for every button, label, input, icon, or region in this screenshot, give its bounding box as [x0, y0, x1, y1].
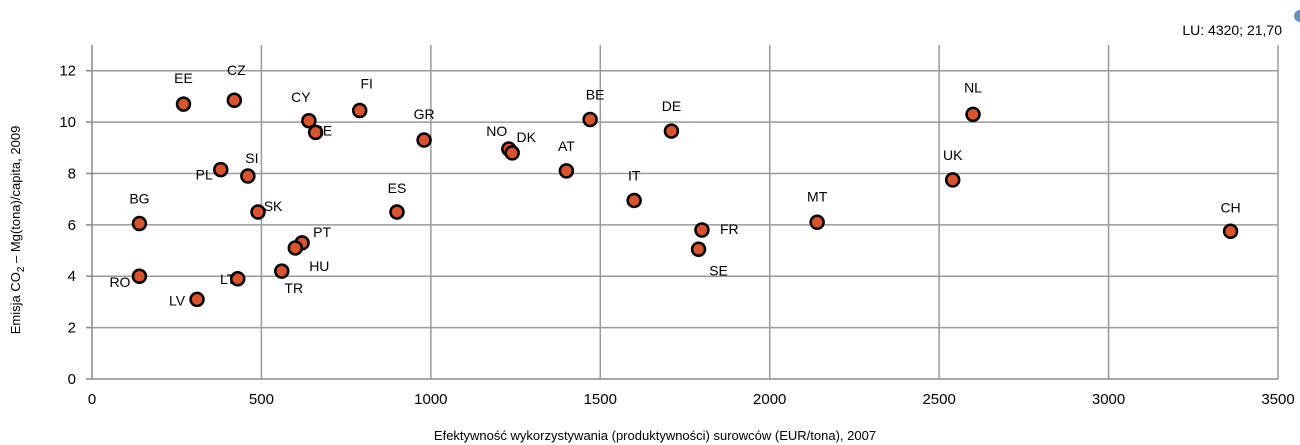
point-uk: [944, 172, 961, 188]
point-label-it: IT: [628, 167, 641, 183]
point-label-lt: LT: [220, 271, 236, 287]
point-cy: [301, 113, 317, 129]
point-label-de: DE: [662, 98, 681, 114]
axes: [86, 45, 1278, 380]
point-be: [582, 111, 598, 128]
point-fr: [694, 222, 710, 238]
y-axis-title-part2: – Mg(tona)/capita, 2009: [8, 126, 23, 267]
vertical-gridlines: [260, 45, 1279, 379]
point-label-at: AT: [558, 138, 575, 154]
point-label-lv: LV: [169, 292, 186, 308]
x-tick-label: 3000: [1092, 391, 1125, 408]
y-axis-title-part1: Emisja CO: [8, 272, 23, 334]
point-gr: [416, 132, 432, 148]
point-lv: [189, 291, 205, 308]
y-tick-label: 8: [68, 165, 76, 182]
point-labels: EE CZ CY IE FI GR NO DK BE DE NL PL SI AT UK IT BG SK ES MT…: [109, 62, 1240, 308]
point-nl: [965, 106, 981, 123]
point-label-pt: PT: [313, 224, 331, 240]
y-tick-label: 0: [68, 371, 76, 388]
x-tick-label: 1500: [584, 391, 617, 408]
point-ee: [175, 96, 192, 112]
data-points: [131, 92, 1239, 308]
point-label-ch: CH: [1220, 199, 1240, 215]
point-hu: [287, 240, 304, 256]
point-label-cy: CY: [291, 89, 311, 105]
point-tr: [274, 263, 290, 279]
y-tick-label: 10: [59, 114, 76, 131]
horizontal-gridlines: [92, 69, 1278, 329]
point-ro: [131, 268, 148, 284]
y-axis-title-subscript: 2: [16, 266, 27, 272]
point-label-no: NO: [486, 123, 507, 139]
y-tick-label: 4: [68, 268, 76, 285]
point-label-se: SE: [709, 262, 728, 278]
y-tick-label: 6: [68, 217, 76, 234]
point-label-mt: MT: [807, 188, 828, 204]
point-label-sk: SK: [264, 198, 283, 214]
point-label-ee: EE: [174, 70, 193, 86]
point-se: [690, 241, 707, 258]
point-dk: [504, 145, 520, 161]
x-tick-labels: 0 500 1000 1500 2000 2500 3000 3500: [88, 391, 1295, 408]
point-de: [663, 123, 680, 139]
y-tick-label: 2: [68, 320, 76, 337]
x-tick-label: 1000: [414, 391, 447, 408]
x-tick-label: 3500: [1261, 391, 1294, 408]
point-it: [626, 192, 642, 209]
point-sk: [250, 204, 266, 220]
point-mt: [809, 214, 825, 231]
y-axis-title: Emisja CO2 – Mg(tona)/capita, 2009: [8, 126, 27, 335]
point-ie: [307, 124, 324, 141]
point-ch: [1222, 223, 1239, 240]
x-tick-label: 0: [88, 391, 96, 408]
point-bg: [131, 215, 148, 232]
point-label-ro: RO: [109, 274, 130, 290]
point-fi: [351, 102, 368, 119]
point-at: [558, 163, 575, 179]
point-label-fi: FI: [360, 76, 372, 92]
point-label-cz: CZ: [227, 62, 246, 78]
point-label-fr: FR: [720, 221, 739, 237]
point-label-be: BE: [586, 87, 605, 103]
point-label-pl: PL: [196, 167, 213, 183]
point-label-uk: UK: [943, 147, 963, 163]
x-axis-title: Efektywność wykorzystywania (produktywno…: [434, 428, 876, 443]
partial-marker-icon: [1294, 10, 1300, 22]
point-label-nl: NL: [964, 79, 982, 95]
point-label-tr: TR: [284, 280, 303, 296]
point-pl: [213, 161, 229, 178]
point-label-hu: HU: [309, 258, 329, 274]
lu-annotation: LU: 4320; 21,70: [1182, 22, 1282, 38]
point-label-es: ES: [388, 180, 407, 196]
y-tick-labels: 0 2 4 6 8 10 12: [59, 63, 76, 388]
point-cz: [226, 92, 243, 108]
y-tick-label: 12: [59, 63, 76, 80]
point-lt: [229, 271, 246, 287]
point-es: [389, 204, 405, 220]
point-label-dk: DK: [516, 129, 536, 145]
point-label-gr: GR: [414, 106, 435, 122]
point-label-ie: IE: [319, 122, 332, 138]
x-tick-label: 500: [249, 391, 274, 408]
x-tick-label: 2000: [753, 391, 786, 408]
point-si: [240, 168, 256, 184]
point-label-si: SI: [245, 150, 258, 166]
point-label-bg: BG: [129, 191, 149, 207]
x-tick-label: 2500: [922, 391, 955, 408]
